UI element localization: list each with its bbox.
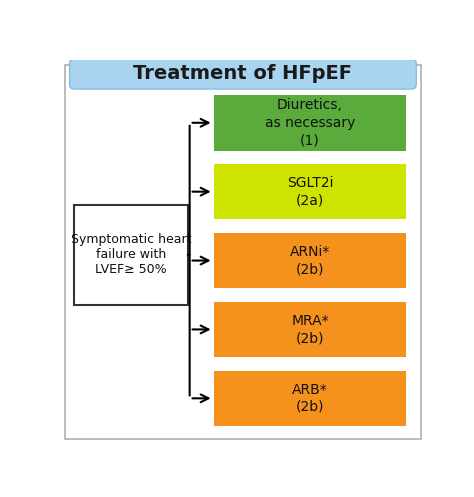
Text: SGLT2i
(2a): SGLT2i (2a)	[287, 176, 333, 207]
Bar	[74, 205, 188, 305]
Text: ARNi*
(2b): ARNi* (2b)	[290, 245, 330, 276]
Text: MRA*
(2b): MRA* (2b)	[291, 314, 329, 345]
Text: Symptomatic heart
failure with
LVEF≥ 50%: Symptomatic heart failure with LVEF≥ 50%	[71, 233, 191, 276]
Text: ARB*
(2b): ARB* (2b)	[292, 383, 328, 414]
Bar	[213, 302, 406, 357]
Bar	[213, 371, 406, 426]
Text: Treatment of HFpEF: Treatment of HFpEF	[133, 65, 353, 83]
Bar	[213, 164, 406, 219]
FancyBboxPatch shape	[70, 59, 416, 89]
Bar	[213, 233, 406, 288]
Bar	[213, 95, 406, 151]
Text: Diuretics,
as necessary
(1): Diuretics, as necessary (1)	[265, 98, 355, 147]
